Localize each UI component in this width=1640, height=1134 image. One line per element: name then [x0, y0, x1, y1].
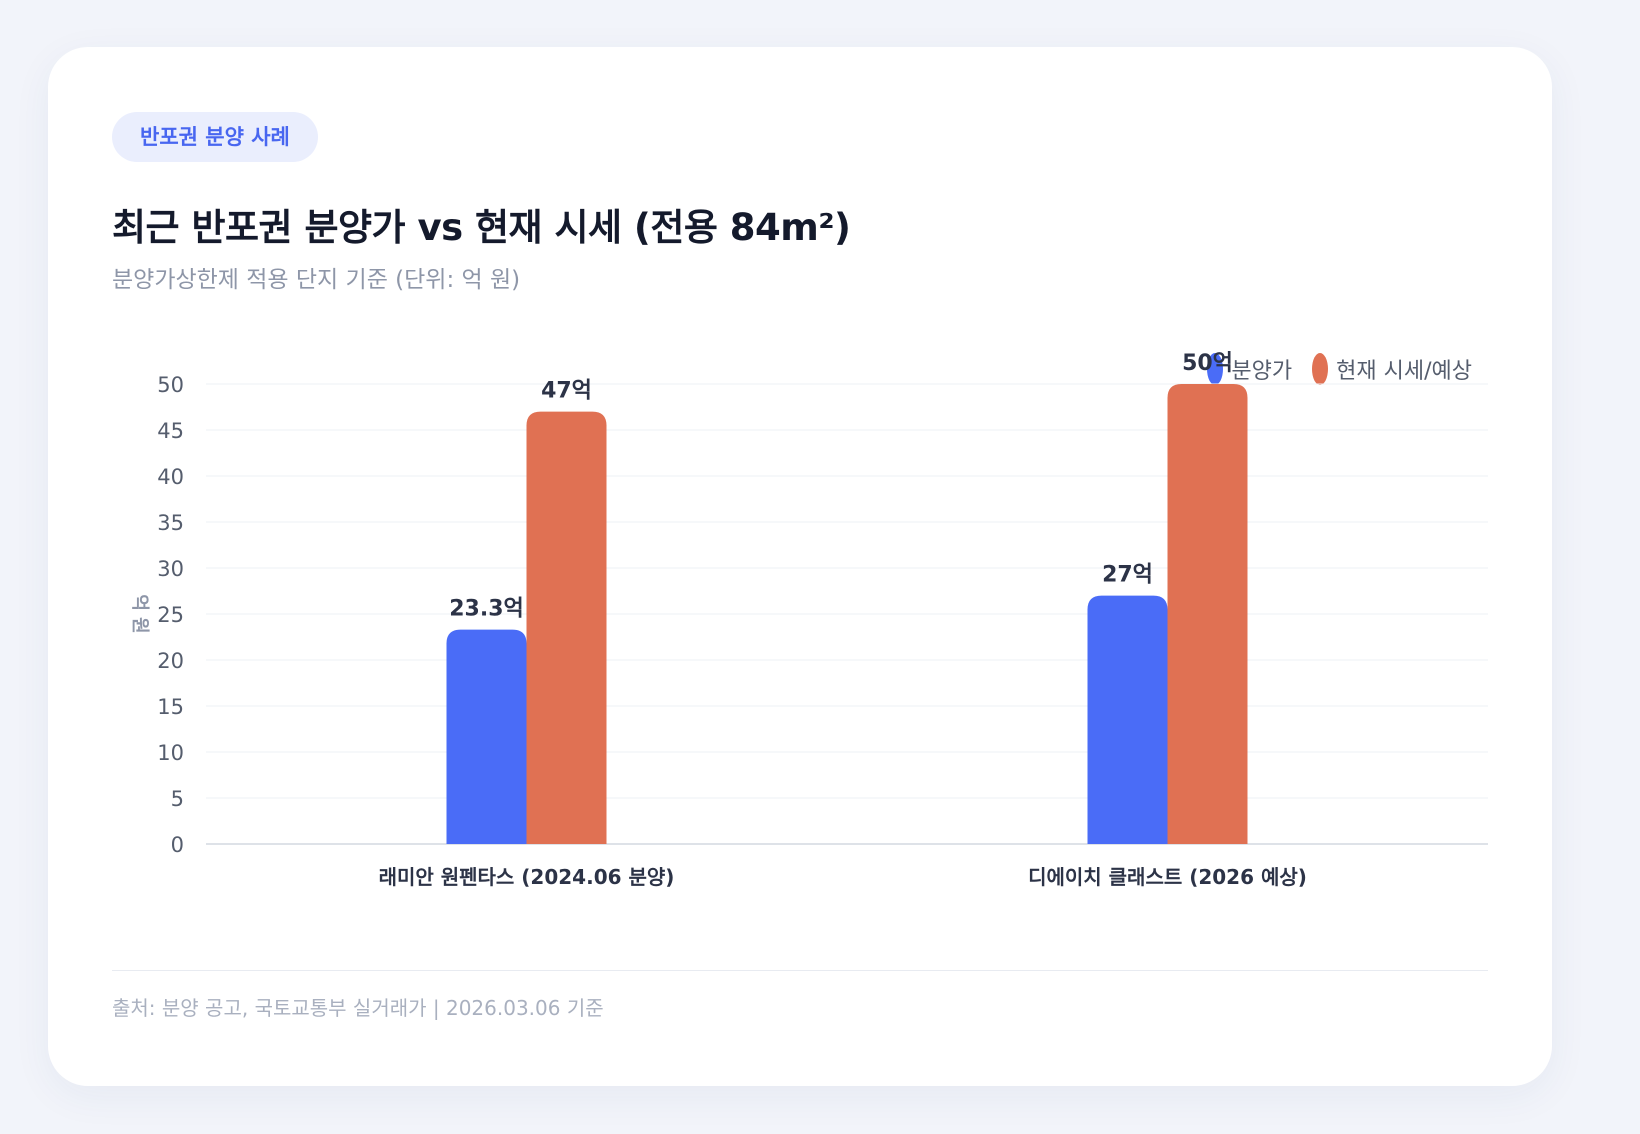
y-tick-label: 30: [157, 557, 184, 581]
y-tick-label: 25: [157, 603, 184, 627]
footer-divider: [112, 970, 1488, 971]
bar-sale-price: [1087, 595, 1168, 844]
legend-item-market-price[interactable]: 현재 시세/예상: [1312, 353, 1472, 385]
y-tick-label: 10: [157, 741, 184, 765]
legend-item-sale-price[interactable]: 분양가: [1207, 353, 1292, 385]
data-label: 47억: [541, 379, 592, 404]
data-label: 50억: [1182, 351, 1233, 376]
legend-swatch-sale-price: [1207, 353, 1224, 385]
chart-title: 최근 반포권 분양가 vs 현재 시세 (전용 84m²): [112, 206, 851, 249]
y-tick-label: 50: [157, 373, 184, 397]
legend-label-sale-price: 분양가: [1231, 359, 1293, 384]
y-axis-label: 억 원: [129, 594, 150, 633]
category-badge: 반포권 분양 사례: [112, 112, 318, 162]
y-tick-label: 15: [157, 695, 184, 719]
legend-label-market-price: 현재 시세/예상: [1336, 359, 1472, 384]
y-tick-label: 40: [157, 465, 184, 489]
bar-sale-price: [446, 629, 527, 844]
chart-subtitle: 분양가상한제 적용 단지 기준 (단위: 억 원): [112, 267, 521, 293]
bar-market-price: [526, 411, 607, 844]
legend-swatch-market-price: [1312, 353, 1329, 385]
y-tick-label: 35: [157, 511, 184, 535]
y-tick-label: 5: [171, 787, 184, 811]
x-tick-label: 디에이치 클래스트 (2026 예상): [1028, 865, 1307, 889]
source-note: 출처: 분양 공고, 국토교통부 실거래가 | 2026.03.06 기준: [112, 996, 604, 1020]
data-label: 23.3억: [449, 597, 524, 622]
data-label: 27억: [1102, 563, 1153, 588]
y-tick-label: 45: [157, 419, 184, 443]
x-tick-label: 래미안 원펜타스 (2024.06 분양): [379, 865, 675, 889]
y-tick-label: 20: [157, 649, 184, 673]
bar-market-price: [1167, 384, 1248, 844]
chart-card: 반포권 분양 사례 최근 반포권 분양가 vs 현재 시세 (전용 84m²) …: [48, 47, 1552, 1086]
y-tick-label: 0: [171, 833, 184, 857]
legend: 분양가 현재 시세/예상: [1207, 353, 1472, 385]
